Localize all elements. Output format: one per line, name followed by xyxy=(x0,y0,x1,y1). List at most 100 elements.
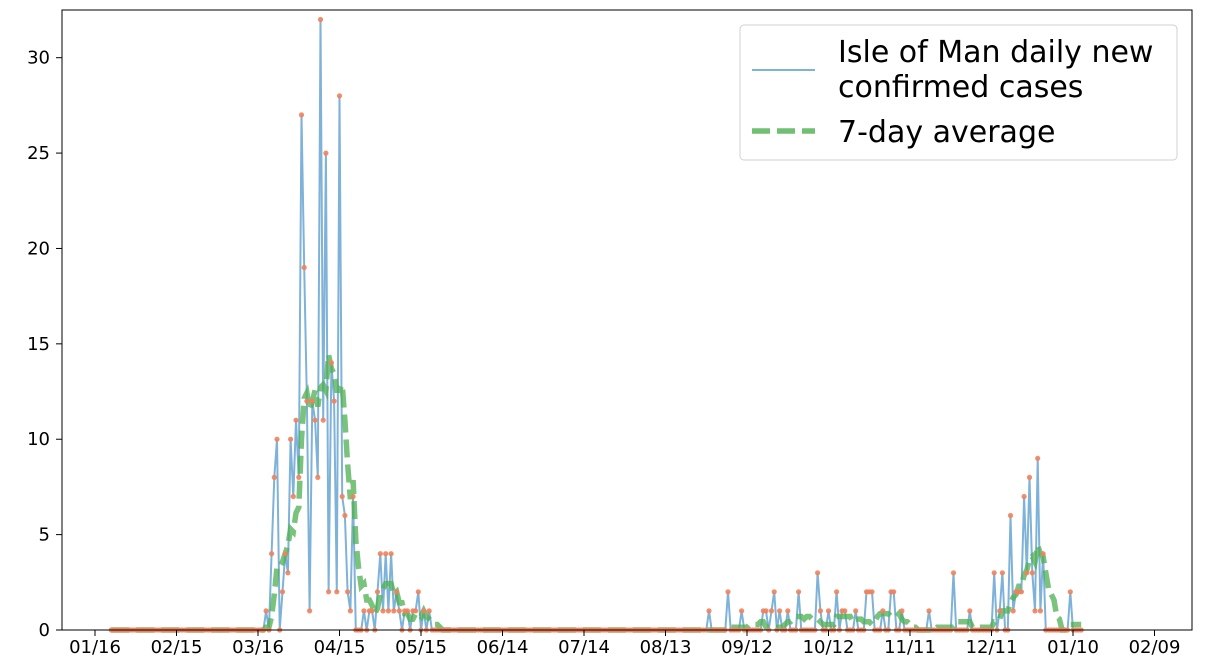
y-tick-label: 25 xyxy=(27,143,50,164)
x-tick-label: 12/11 xyxy=(966,637,1018,658)
data-point xyxy=(309,398,315,404)
data-point xyxy=(1007,512,1014,519)
legend-label-average: 7-day average xyxy=(838,115,1055,150)
data-point xyxy=(374,589,381,595)
data-point xyxy=(1024,570,1030,576)
x-tick-label: 05/15 xyxy=(395,637,447,658)
legend-label-daily: confirmed cases xyxy=(838,70,1083,105)
data-point xyxy=(328,360,334,366)
y-tick-label: 15 xyxy=(27,334,50,355)
data-point xyxy=(842,608,848,614)
data-point xyxy=(421,608,427,614)
plot-frame xyxy=(61,9,1193,631)
data-point xyxy=(388,551,394,557)
x-tick-label: 02/09 xyxy=(1129,637,1181,658)
data-point xyxy=(815,570,821,576)
data-point xyxy=(426,608,432,614)
data-point xyxy=(768,608,775,614)
data-point xyxy=(1040,551,1046,557)
data-point xyxy=(336,93,343,99)
data-point xyxy=(326,589,332,595)
data-point xyxy=(950,570,957,576)
data-point xyxy=(834,589,840,595)
data-point xyxy=(377,551,383,557)
data-point xyxy=(796,589,802,595)
data-point xyxy=(1037,608,1043,614)
data-point xyxy=(396,608,402,614)
legend-box xyxy=(739,24,1178,161)
y-tick-label: 10 xyxy=(27,429,50,450)
data-point xyxy=(413,608,419,614)
y-tick-label: 20 xyxy=(27,238,50,259)
data-point xyxy=(312,417,318,423)
x-tick-label: 11/11 xyxy=(884,637,936,658)
data-point xyxy=(1035,455,1041,461)
data-point xyxy=(320,417,326,423)
data-point xyxy=(1067,589,1073,595)
data-point xyxy=(369,608,375,614)
data-point xyxy=(288,436,294,442)
data-point xyxy=(394,589,400,595)
data-point xyxy=(307,608,313,614)
data-point xyxy=(880,608,886,614)
data-point xyxy=(315,474,321,480)
data-point xyxy=(339,493,345,500)
data-point xyxy=(263,608,269,614)
data-point xyxy=(290,493,296,500)
data-point xyxy=(817,608,824,614)
data-point xyxy=(304,398,310,404)
data-point xyxy=(991,570,997,576)
axes: 0 5 10 15 20 25 30 01/16 02/15 03/16 04/15 05/15 06/… xyxy=(27,9,1193,658)
data-point xyxy=(391,608,397,614)
data-point xyxy=(1021,493,1027,500)
data-point xyxy=(271,474,277,480)
data-point xyxy=(301,264,307,271)
legend-label-daily: Isle of Man daily new xyxy=(838,35,1153,70)
data-point xyxy=(785,608,791,614)
y-tick-label: 30 xyxy=(27,48,50,69)
data-point xyxy=(1018,589,1024,595)
x-tick-label: 01/16 xyxy=(69,637,121,658)
x-tick-label: 04/15 xyxy=(314,637,366,658)
data-point xyxy=(269,551,275,557)
y-tick-label: 0 xyxy=(39,620,50,641)
data-point xyxy=(1029,570,1035,576)
data-point xyxy=(999,570,1006,576)
data-point xyxy=(926,608,932,614)
data-point xyxy=(331,398,337,404)
data-point xyxy=(274,436,280,442)
data-point xyxy=(380,608,386,614)
x-tick-label: 09/12 xyxy=(721,637,773,658)
data-point xyxy=(345,589,351,595)
data-point xyxy=(361,608,367,614)
data-point xyxy=(347,608,353,614)
data-point xyxy=(899,608,905,614)
data-point xyxy=(853,608,859,614)
data-point xyxy=(404,608,410,614)
data-point xyxy=(739,608,745,614)
data-point xyxy=(415,589,421,595)
x-tick-label: 06/14 xyxy=(477,637,529,658)
x-tick-label: 07/14 xyxy=(558,637,610,658)
x-tick-label: 03/16 xyxy=(232,637,284,658)
y-tick-label: 5 xyxy=(39,525,50,546)
data-point xyxy=(997,608,1003,614)
data-point xyxy=(763,608,769,614)
data-point xyxy=(777,608,783,614)
seven-day-average-line xyxy=(111,354,1082,633)
data-point xyxy=(342,512,348,519)
data-point xyxy=(891,589,897,595)
data-point xyxy=(285,570,291,576)
x-tick-label: 08/13 xyxy=(640,637,692,658)
x-tick-label: 10/12 xyxy=(803,637,855,658)
data-point xyxy=(869,589,875,595)
data-point xyxy=(317,16,324,23)
data-point xyxy=(298,112,305,118)
x-tick-label: 01/10 xyxy=(1047,637,1099,658)
data-point xyxy=(296,474,302,480)
data-point xyxy=(771,589,777,595)
data-point xyxy=(323,150,329,156)
data-point xyxy=(383,551,389,557)
